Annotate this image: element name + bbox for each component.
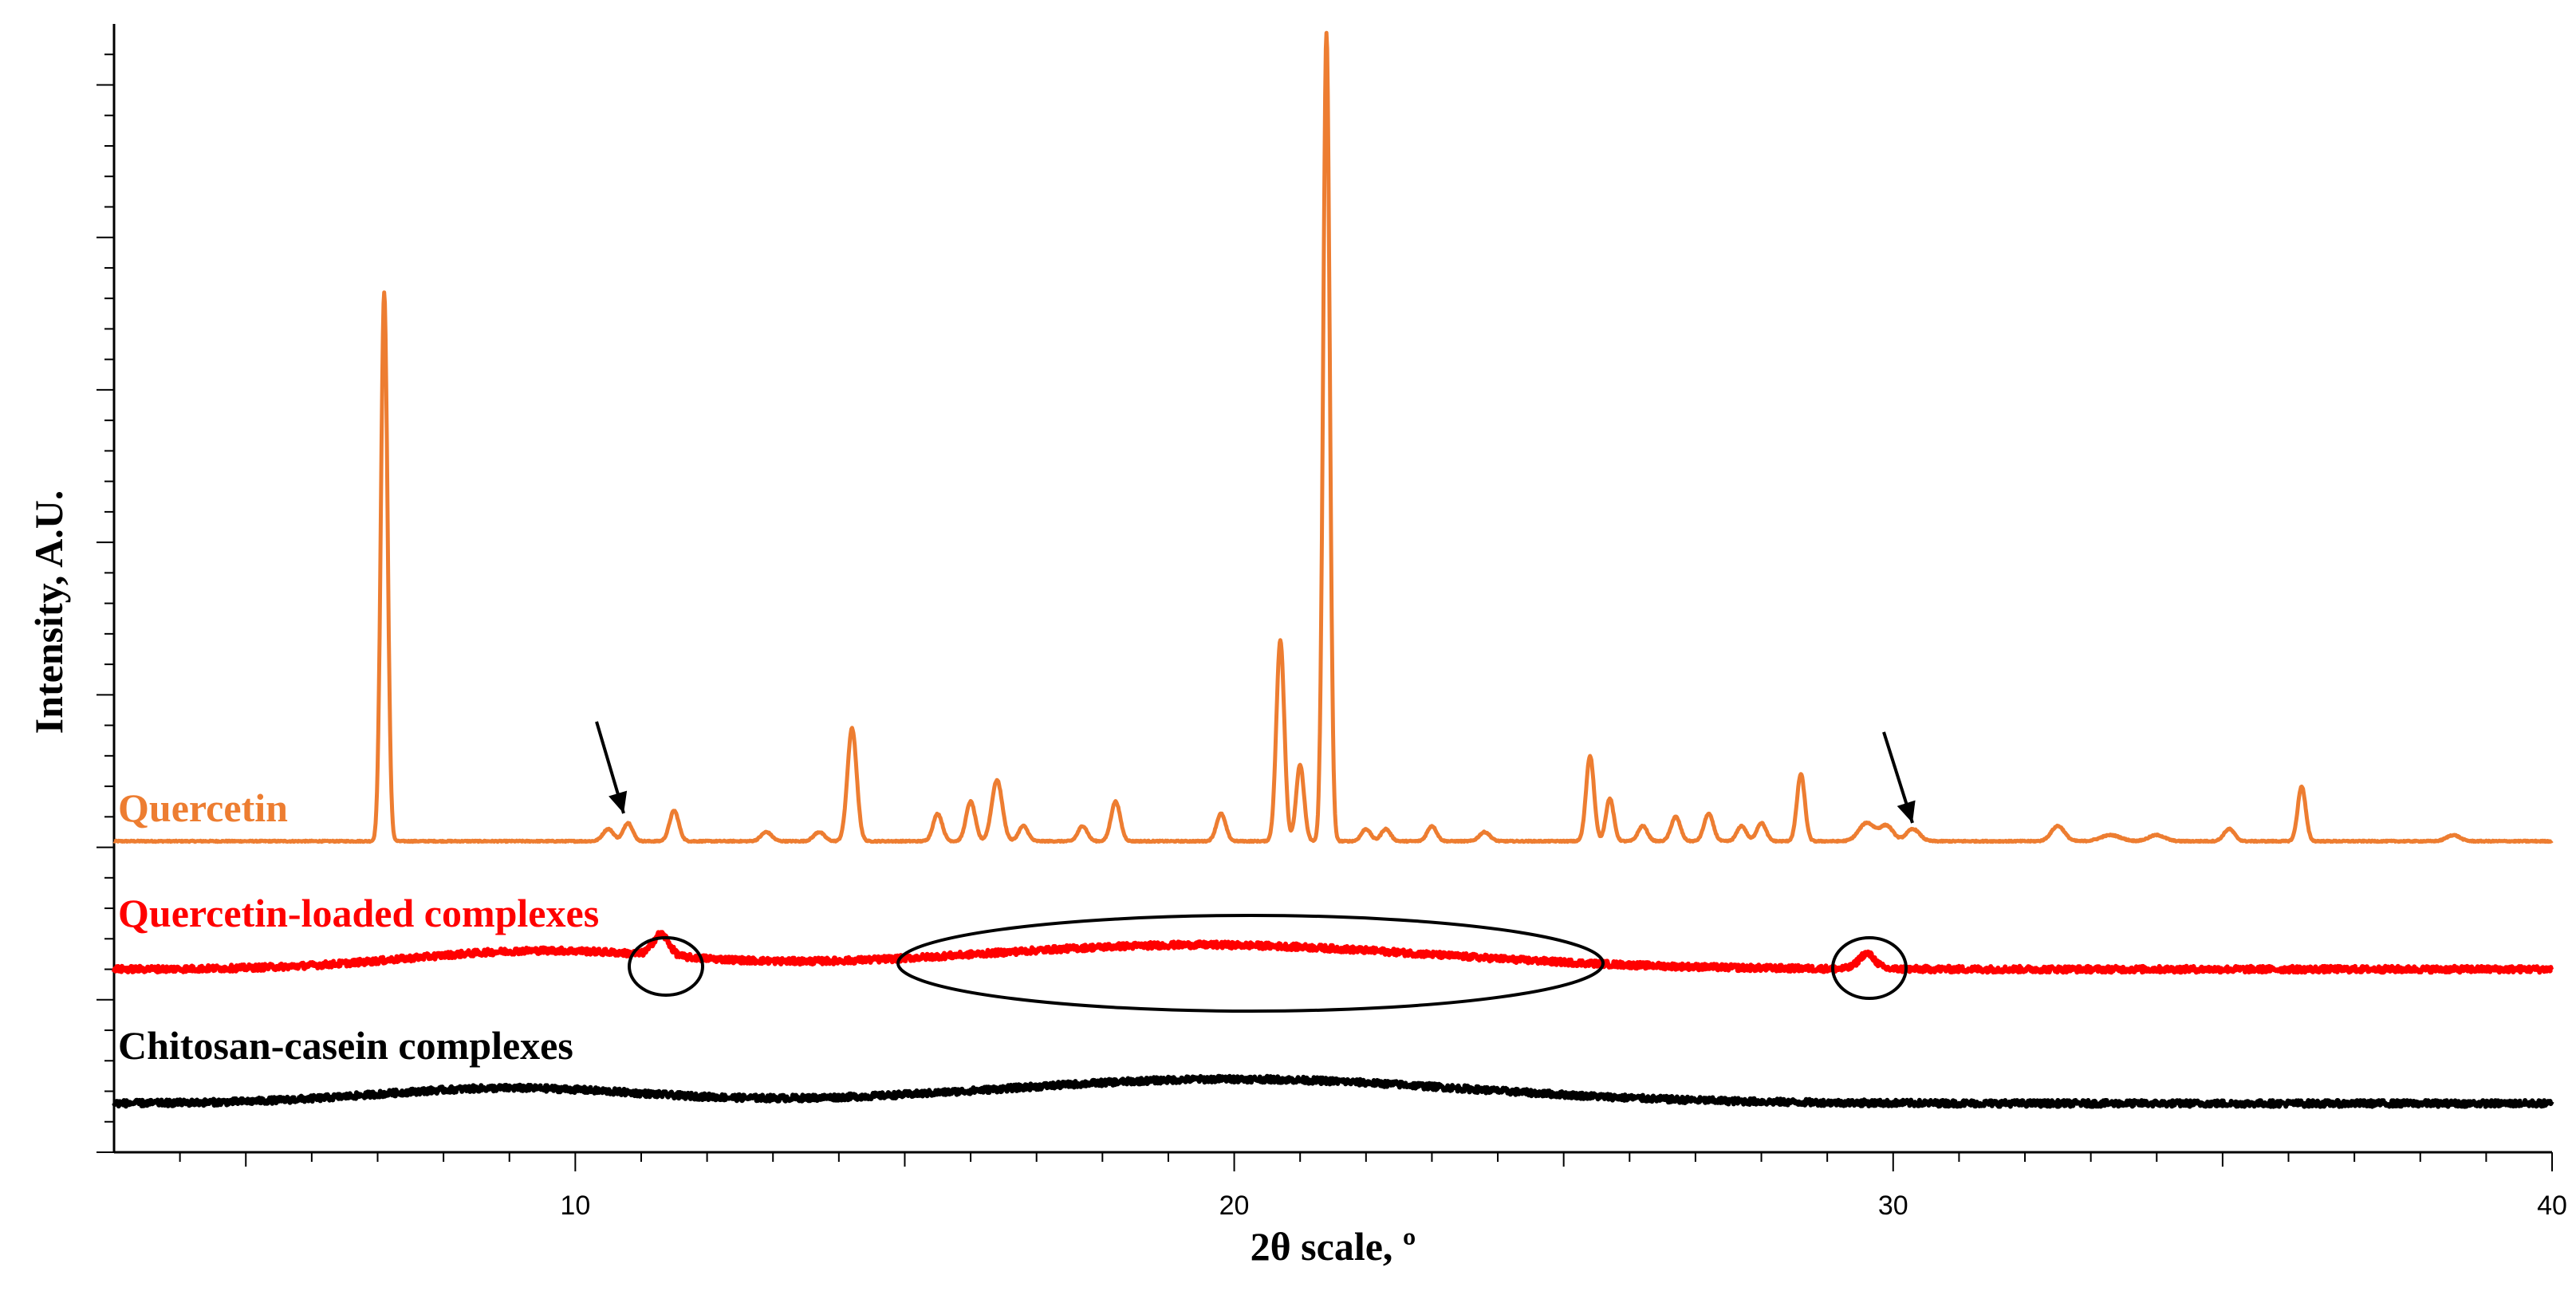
x-tick-label: 40 <box>2537 1191 2567 1221</box>
ticks: 10 20 30 40 <box>97 53 2567 1221</box>
series-line <box>112 30 2554 844</box>
arrow-head <box>609 790 628 813</box>
series-line <box>112 930 2554 975</box>
x-axis-title: 2θ scale, º <box>1251 1224 1416 1269</box>
series-label: Quercetin-loaded complexes <box>118 891 599 935</box>
y-axis-title: Intensity, A.U. <box>26 490 71 734</box>
series-label: Chitosan-casein complexes <box>118 1023 573 1068</box>
x-tick-label: 10 <box>560 1191 590 1221</box>
x-tick-label: 30 <box>1878 1191 1908 1221</box>
labels: 2θ scale, º Intensity, A.U. Quercetin Querc… <box>26 490 1416 1269</box>
x-tick-label: 20 <box>1219 1191 1250 1221</box>
series-lines <box>112 30 2554 1109</box>
series-label: Quercetin <box>118 785 288 830</box>
highlight-circle <box>628 936 704 997</box>
axes <box>112 24 2552 1154</box>
highlight-circle <box>1831 936 1908 1000</box>
highlight-ellipse <box>896 914 1605 1013</box>
arrow-head <box>1897 800 1916 823</box>
annotations <box>595 721 1916 1013</box>
series-line <box>112 1073 2554 1109</box>
